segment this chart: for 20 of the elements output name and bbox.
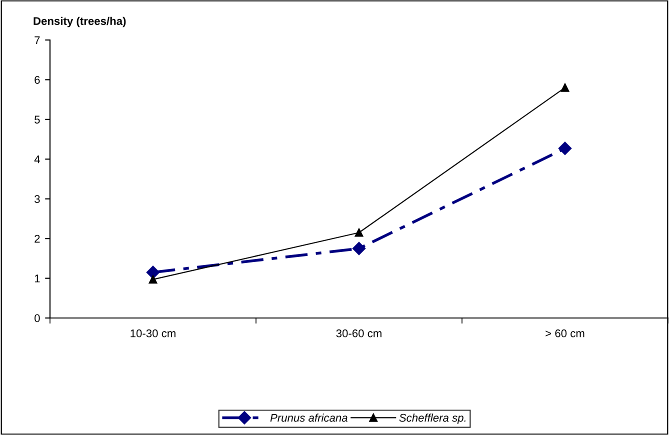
point — [352, 242, 366, 256]
y-tick-label: 1 — [34, 274, 40, 282]
x-tick-label: 10-30 cm — [130, 329, 176, 338]
point — [560, 83, 570, 92]
legend-label: Prunus africana — [270, 414, 348, 422]
y-tick-label: 5 — [34, 116, 40, 124]
y-tick-label: 3 — [34, 195, 40, 203]
point — [146, 266, 160, 279]
legend-label: Schefflera sp. — [399, 414, 466, 424]
point — [354, 228, 364, 237]
y-tick-label: 4 — [34, 156, 40, 164]
x-tick-label: 30-60 cm — [336, 329, 382, 338]
y-tick-label: 7 — [34, 36, 40, 44]
point — [558, 142, 572, 156]
y-axis-title: Density (trees/ha) — [34, 16, 126, 28]
y-tick-label: 2 — [34, 234, 40, 243]
y-tick-label: 0 — [34, 314, 40, 322]
point — [148, 275, 158, 284]
x-tick-label: > 60 cm — [546, 329, 584, 338]
y-tick-label: 6 — [34, 76, 40, 84]
